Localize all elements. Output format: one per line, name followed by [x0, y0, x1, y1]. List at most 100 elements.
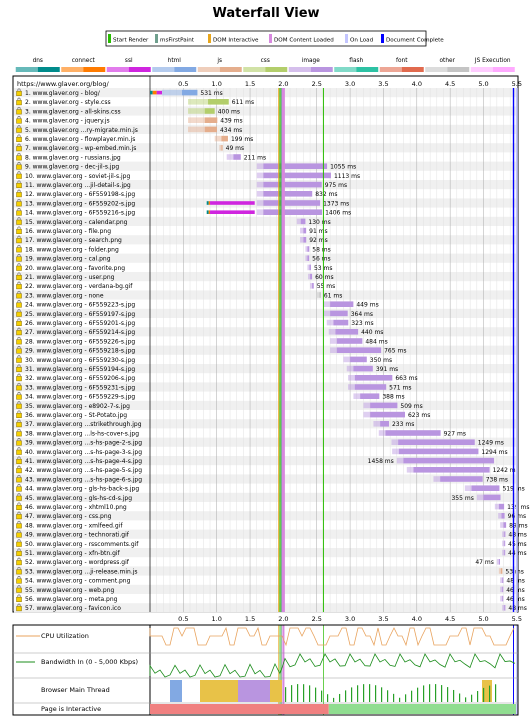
request-row[interactable]: 22. www.glaver.org - verdana-bg.gif 55 ms: [16, 281, 336, 290]
type-legend-label: flash: [349, 58, 363, 64]
lock-icon: [16, 382, 22, 391]
row-backgrounds: [14, 88, 517, 613]
request-row[interactable]: 56. www.glaver.org - meta.png 46 ms: [16, 594, 525, 603]
request-row[interactable]: 37. www.glaver.org ...strikethrough.jpg 2…: [16, 419, 415, 428]
request-row[interactable]: 7. www.glaver.org - wp-embed.min.js 49 ms: [16, 143, 245, 152]
request-row[interactable]: 48. www.glaver.org - xmlfeed.gif 89 ms: [16, 520, 528, 529]
request-row[interactable]: 44. www.glaver.org - gls-hs-back-s.jpg 51…: [16, 484, 525, 493]
request-row[interactable]: 39. www.glaver.org ...s-hs-page-2-s.jpg 1…: [16, 438, 504, 447]
request-row[interactable]: 20. www.glaver.org - favorite.png 53 ms: [16, 263, 333, 272]
marker-legend-item: On Load: [345, 34, 374, 44]
request-row[interactable]: 42. www.glaver.org ...s-hs-page-5-s.jpg 1…: [16, 465, 519, 474]
main-thread-tick: [483, 687, 485, 702]
request-duration: 611 ms: [232, 99, 254, 106]
wait-segment: [330, 338, 337, 344]
request-row[interactable]: 38. www.glaver.org ...ls-hs-cover-s.jpg 9…: [16, 428, 466, 437]
request-row[interactable]: 16. www.glaver.org - file.png 91 ms: [16, 226, 328, 235]
request-row[interactable]: 21. www.glaver.org - user.png 60 ms: [16, 272, 334, 281]
request-duration: 49 ms: [226, 145, 245, 152]
request-row[interactable]: 43. www.glaver.org ...s-hs-page-6-s.jpg 7…: [16, 474, 509, 483]
request-row[interactable]: 14. www.glaver.org - 6F559216-s.jpg 1406 …: [16, 208, 352, 217]
request-row[interactable]: 11. www.glaver.org ...jil-detail-s.jpg 97…: [16, 180, 348, 189]
lock-icon: [16, 447, 22, 455]
request-row[interactable]: 28. www.glaver.org - 6F559226-s.jpg 484 m…: [16, 336, 388, 345]
request-row[interactable]: 33. www.glaver.org - 6F559231-s.jpg 571 m…: [16, 382, 412, 391]
request-row[interactable]: 45. www.glaver.org - gls-hs-cd-s.jpg 355 …: [16, 493, 501, 502]
request-row[interactable]: 40. www.glaver.org ...s-hs-page-3-s.jpg 1…: [16, 447, 508, 456]
download-segment: [208, 99, 229, 105]
request-row[interactable]: 41. www.glaver.org ...s-hs-page-4-s.jpg 1…: [16, 456, 495, 465]
request-row[interactable]: 1. www.glaver.org - blog/531 ms: [16, 88, 223, 97]
request-duration: 92 ms: [309, 237, 328, 244]
request-row[interactable]: 55. www.glaver.org - web.png 46 ms: [16, 585, 525, 594]
request-row[interactable]: 36. www.glaver.org - St-Potato.jpg 623 ms: [16, 410, 431, 419]
request-row[interactable]: 8. www.glaver.org - russians.jpg 211 ms: [16, 152, 267, 161]
request-row[interactable]: 23. www.glaver.org - none 61 ms: [16, 290, 343, 299]
request-row[interactable]: 9. www.glaver.org - dec-jil-s.jpg 1055 ms: [16, 162, 357, 171]
type-legend-item: other: [425, 58, 470, 72]
wait-segment: [300, 227, 304, 234]
download-segment: [204, 108, 215, 114]
request-row[interactable]: 52. www.glaver.org - wordpress.gif 47 ms: [16, 557, 500, 566]
request-row[interactable]: 27. www.glaver.org - 6F559214-s.jpg 440 m…: [16, 327, 384, 336]
request-duration: 211 ms: [244, 154, 266, 161]
marker-legend-item: DOM Interactive: [208, 34, 259, 44]
request-row[interactable]: 30. www.glaver.org - 6F559230-s.jpg 350 m…: [16, 355, 393, 364]
request-row[interactable]: 10. www.glaver.org - soviet-jil-s.jpg 111…: [16, 171, 361, 180]
request-row[interactable]: 12. www.glaver.org - 6F559198-s.jpg 832 m…: [16, 189, 338, 198]
request-row[interactable]: 29. www.glaver.org - 6F559218-s.jpg 765 m…: [16, 346, 407, 355]
interactive-label: Page is Interactive: [41, 705, 101, 713]
request-row[interactable]: 5. www.glaver.org ...ry-migrate.min.js 43…: [16, 125, 243, 134]
request-row[interactable]: 35. www.glaver.org - e8902-7-s.jpg 509 ms: [16, 401, 423, 410]
request-row[interactable]: 31. www.glaver.org - 6F559194-s.jpg 391 m…: [16, 364, 399, 373]
request-url: 34. www.glaver.org - 6F559229-s.jpg: [25, 394, 135, 401]
wait-segment: [305, 246, 308, 252]
tick-label-bottom: 2.5: [312, 615, 322, 623]
request-row[interactable]: 17. www.glaver.org - search.png 92 ms: [16, 235, 328, 244]
request-url: 51. www.glaver.org - xfn-btn.gif: [25, 550, 121, 557]
download-segment: [307, 255, 310, 261]
dns-segment: [206, 201, 209, 205]
wait-segment: [348, 384, 355, 390]
tick-label-bottom: 3.5: [378, 615, 388, 623]
request-url: 29. www.glaver.org - 6F559218-s.jpg: [25, 348, 135, 355]
download-segment: [312, 283, 314, 289]
request-row[interactable]: 15. www.glaver.org - calendar.png 130 ms: [16, 217, 331, 226]
download-segment: [263, 163, 328, 169]
url-header: https://www.glaver.org/blog/: [17, 80, 110, 88]
request-url: 48. www.glaver.org - xmlfeed.gif: [25, 522, 123, 529]
request-row[interactable]: 54. www.glaver.org - comment.png 48 ms: [16, 576, 525, 585]
request-url: 40. www.glaver.org ...s-hs-page-3-s.jpg: [25, 449, 142, 456]
request-row[interactable]: 24. www.glaver.org - 6F559223-s.jpg 449 m…: [16, 300, 379, 309]
lock-icon: [16, 336, 22, 345]
wait-segment: [323, 310, 331, 317]
request-row[interactable]: 2. www.glaver.org - style.css 611 ms: [16, 97, 255, 106]
download-segment: [204, 126, 217, 133]
download-segment: [403, 457, 495, 464]
request-row[interactable]: 32. www.glaver.org - 6F559206-s.jpg 663 m…: [16, 373, 418, 382]
request-row[interactable]: 4. www.glaver.org - jquery.js 439 ms: [16, 116, 243, 125]
wait-segment: [214, 135, 222, 142]
request-row[interactable]: 6. www.glaver.org - flowplayer.min.js 199…: [16, 134, 254, 143]
request-duration: 199 ms: [231, 136, 253, 143]
request-url: 12. www.glaver.org - 6F559198-s.jpg: [25, 191, 135, 198]
request-row[interactable]: 3. www.glaver.org - all-skins.css 400 ms: [16, 106, 241, 115]
download-segment: [504, 605, 506, 611]
request-url: 30. www.glaver.org - 6F559230-s.jpg: [25, 357, 135, 364]
cpu-graph: [149, 626, 515, 647]
request-row[interactable]: 46. www.glaver.org - xhtml10.png 139 ms: [16, 502, 530, 511]
main-thread-tick: [405, 694, 407, 702]
request-row[interactable]: 25. www.glaver.org - 6F559197-s.jpg 364 m…: [16, 309, 374, 318]
lock-icon: [16, 502, 22, 510]
request-row[interactable]: 53. www.glaver.org ...ji-release.min.js 5…: [16, 566, 524, 575]
lock-icon: [16, 585, 22, 593]
request-row[interactable]: 19. www.glaver.org - cal.png 56 ms: [16, 254, 331, 263]
request-row[interactable]: 26. www.glaver.org - 6F559201-s.jpg 323 m…: [16, 318, 374, 327]
graphs-frame: [12, 624, 519, 716]
wait-segment: [476, 494, 484, 501]
download-segment: [330, 310, 348, 317]
request-row[interactable]: 18. www.glaver.org - folder.png 58 ms: [16, 244, 331, 253]
request-row[interactable]: 34. www.glaver.org - 6F559229-s.jpg 388 m…: [16, 392, 405, 401]
request-row[interactable]: 13. www.glaver.org - 6F559202-s.jpg 1373 …: [16, 198, 350, 207]
request-url: 55. www.glaver.org - web.png: [25, 587, 114, 594]
